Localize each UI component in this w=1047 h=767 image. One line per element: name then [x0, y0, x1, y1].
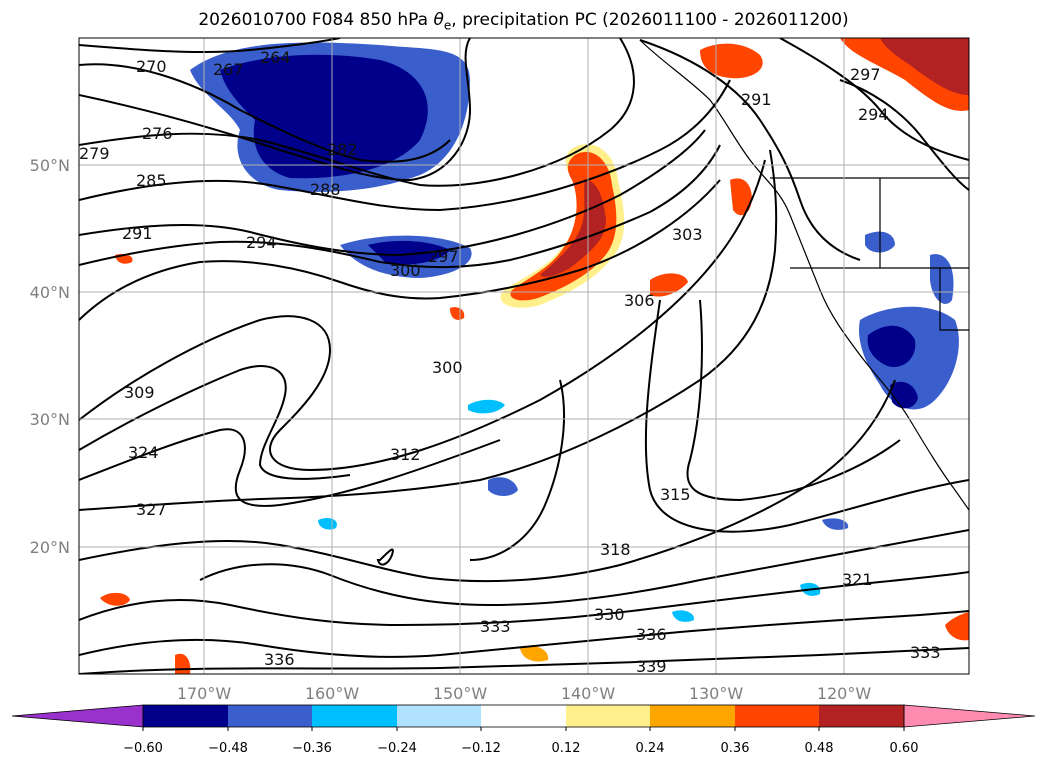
- colorbar-segment: [397, 705, 481, 727]
- contour-label: 288: [310, 180, 341, 199]
- contour-label: 327: [136, 500, 167, 519]
- colorbar-segment: [735, 705, 819, 727]
- colorbar-tick-label: −0.48: [208, 741, 248, 756]
- latitude-labels: 50°N 40°N 30°N 20°N: [30, 156, 70, 557]
- colorbar-tick-label: 0.60: [890, 741, 919, 756]
- contour-label: 324: [128, 443, 159, 462]
- lat-label: 30°N: [30, 410, 70, 429]
- contour-label: 330: [594, 605, 625, 624]
- lat-label: 20°N: [30, 538, 70, 557]
- contour-label: 339: [636, 657, 667, 676]
- colorbar: [11, 704, 1036, 731]
- contour-label-group: 264 267 270 276 279 282 285 288 291 294 …: [79, 48, 941, 676]
- colorbar-segment: [228, 705, 312, 727]
- chart-title: 2026010700 F084 850 hPa θe, precipitatio…: [0, 10, 1047, 32]
- contour-label: 333: [480, 617, 511, 636]
- contour-label: 297: [428, 247, 459, 266]
- graticule: [79, 38, 969, 674]
- contour-label: 336: [264, 650, 295, 669]
- longitude-labels: 170°W 160°W 150°W 140°W 130°W 120°W: [177, 684, 872, 703]
- colorbar-extend-low: [11, 704, 144, 728]
- colorbar-tick-label: −0.24: [377, 741, 417, 756]
- contour-label: 300: [432, 358, 463, 377]
- lon-label: 140°W: [561, 684, 616, 703]
- map-frame: [78, 37, 970, 675]
- colorbar-segment: [143, 705, 228, 727]
- title-prefix: 2026010700 F084 850 hPa: [198, 10, 434, 30]
- colorbar-segment: [819, 705, 904, 727]
- contour-label: 294: [858, 105, 889, 124]
- lon-label: 150°W: [433, 684, 488, 703]
- colorbar-tick-label: 0.48: [805, 741, 834, 756]
- contour-label: 276: [142, 124, 173, 143]
- colorbar-tick-labels: −0.60 −0.48 −0.36 −0.24 −0.12 0.12 0.24 …: [123, 741, 918, 756]
- contour-label: 279: [79, 144, 110, 163]
- contour-label: 294: [246, 233, 277, 252]
- coastlines: [639, 39, 969, 511]
- lat-label: 50°N: [30, 156, 70, 175]
- contour-label: 264: [260, 48, 291, 67]
- map-area: 264 267 270 276 279 282 285 288 291 294 …: [79, 38, 969, 676]
- map-background: [79, 38, 969, 674]
- theta-e-contours: [79, 38, 969, 674]
- colorbar-tick-label: −0.12: [461, 741, 501, 756]
- contour-label: 300: [390, 261, 421, 280]
- colorbar-segment: [481, 705, 566, 727]
- title-suffix: , precipitation PC (2026011100 - 2026011…: [451, 10, 849, 30]
- lon-label: 170°W: [177, 684, 232, 703]
- contour-label: 312: [390, 445, 421, 464]
- contour-label: 291: [122, 224, 153, 243]
- colorbar-tick-label: 0.24: [636, 741, 665, 756]
- colorbar-segment: [566, 705, 650, 727]
- colorbar-tick-label: −0.36: [292, 741, 332, 756]
- contour-label: 315: [660, 485, 691, 504]
- title-theta: θ: [433, 10, 444, 30]
- contour-label: 297: [850, 65, 881, 84]
- contour-label: 336: [636, 625, 667, 644]
- colorbar-tick-label: −0.60: [123, 741, 163, 756]
- contour-label: 285: [136, 171, 167, 190]
- contour-label: 333: [910, 643, 941, 662]
- lon-label: 120°W: [817, 684, 872, 703]
- contour-label: 270: [136, 57, 167, 76]
- lon-label: 130°W: [689, 684, 744, 703]
- lon-label: 160°W: [305, 684, 360, 703]
- contour-label: 303: [672, 225, 703, 244]
- colorbar-tick-label: 0.12: [552, 741, 581, 756]
- contour-label: 306: [624, 291, 655, 310]
- colorbar-tick-label: 0.36: [721, 741, 750, 756]
- contour-label: 282: [327, 140, 358, 159]
- colorbar-segment: [312, 705, 397, 727]
- colorbar-frame: [142, 704, 905, 728]
- contour-label: 291: [741, 90, 772, 109]
- colorbar-segment: [650, 705, 735, 727]
- colorbar-extend-high: [903, 704, 1036, 728]
- contour-label: 321: [842, 570, 873, 589]
- contour-label: 318: [600, 540, 631, 559]
- lat-label: 40°N: [30, 283, 70, 302]
- contour-label: 267: [213, 60, 244, 79]
- contour-label: 309: [124, 383, 155, 402]
- title-subscript: e: [443, 18, 452, 33]
